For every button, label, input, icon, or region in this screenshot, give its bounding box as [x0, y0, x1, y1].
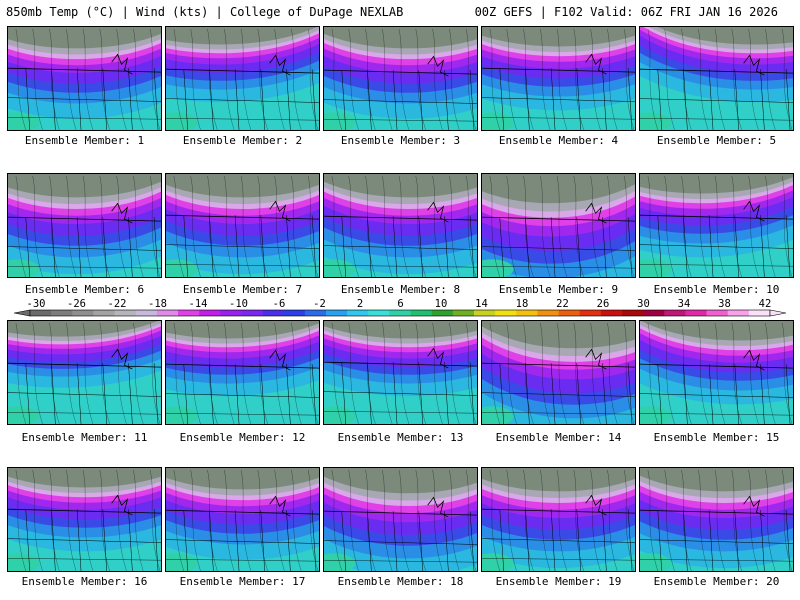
colorbar-swatch	[51, 310, 73, 316]
ensemble-member-map	[481, 173, 636, 278]
colorbar-swatch	[30, 310, 52, 316]
ensemble-member-map	[7, 320, 162, 425]
colorbar-swatch	[220, 310, 242, 316]
ensemble-member-label: Ensemble Member: 4	[498, 134, 619, 147]
ensemble-member-map	[165, 173, 320, 278]
ensemble-member-map	[481, 467, 636, 572]
colorbar-swatch	[431, 310, 454, 316]
colorbar-swatch	[283, 310, 306, 316]
ensemble-member-label: Ensemble Member: 8	[340, 283, 461, 296]
colorbar-swatch	[685, 310, 707, 316]
colorbar-tick-label: 38	[718, 298, 731, 310]
colorbar-tick-label: -22	[107, 298, 127, 310]
ensemble-member-label: Ensemble Member: 16	[21, 575, 148, 588]
colorbar-swatch	[262, 310, 285, 316]
colorbar-tick-label: 34	[677, 298, 691, 310]
colorbar-swatch	[114, 310, 137, 316]
ensemble-member-label: Ensemble Member: 2	[182, 134, 303, 147]
colorbar-swatch	[516, 310, 538, 316]
ensemble-member-map	[7, 26, 162, 131]
ensemble-member-map	[639, 26, 794, 131]
ensemble-member-map	[165, 26, 320, 131]
ensemble-member-map	[165, 467, 320, 572]
colorbar-swatch	[579, 310, 602, 316]
ensemble-member-label: Ensemble Member: 18	[337, 575, 464, 588]
colorbar-swatch	[347, 310, 369, 316]
ensemble-member-label: Ensemble Member: 12	[179, 431, 306, 444]
colorbar-swatch	[558, 310, 581, 316]
colorbar-swatch	[135, 310, 158, 316]
color-scale-bar	[13, 309, 787, 317]
colorbar-tick-label: 18	[515, 298, 529, 310]
colorbar-tick-label: 26	[596, 298, 610, 310]
ensemble-member-map	[7, 173, 162, 278]
colorbar-swatch	[643, 310, 665, 316]
colorbar-swatch	[495, 310, 517, 316]
ensemble-member-label: Ensemble Member: 17	[179, 575, 306, 588]
ensemble-member-label: Ensemble Member: 7	[182, 283, 303, 296]
ensemble-member-map	[165, 320, 320, 425]
ensemble-member-label: Ensemble Member: 13	[337, 431, 464, 444]
ensemble-member-label: Ensemble Member: 14	[495, 431, 622, 444]
ensemble-member-label: Ensemble Member: 10	[653, 283, 780, 296]
ensemble-member-label: Ensemble Member: 5	[656, 134, 777, 147]
ensemble-member-map	[323, 26, 478, 131]
colorbar-swatch	[727, 310, 750, 316]
ensemble-member-label: Ensemble Member: 20	[653, 575, 780, 588]
colorbar-tick-label: -26	[67, 298, 86, 310]
ensemble-member-label: Ensemble Member: 11	[21, 431, 148, 444]
colorbar-tick-label: -6	[272, 298, 286, 310]
ensemble-member-label: Ensemble Member: 15	[653, 431, 780, 444]
colorbar-swatch	[93, 310, 115, 316]
colorbar-swatch	[304, 310, 327, 316]
colorbar-left-arrow	[13, 309, 31, 317]
colorbar-swatch	[474, 310, 496, 316]
ensemble-member-map	[323, 320, 478, 425]
ensemble-member-map	[323, 467, 478, 572]
ensemble-member-label: Ensemble Member: 1	[24, 134, 145, 147]
colorbar-tick-label: 10	[434, 298, 448, 310]
ensemble-member-map	[639, 320, 794, 425]
colorbar-tick-label: 42	[758, 298, 772, 310]
colorbar-tick-label: -18	[148, 298, 167, 310]
colorbar-tick-label: -30	[26, 298, 46, 310]
colorbar-tick-label: 2	[356, 298, 364, 310]
colorbar-right-arrow	[769, 309, 787, 317]
colorbar-tick-label: -14	[188, 298, 208, 310]
ensemble-member-map	[639, 173, 794, 278]
colorbar-swatch	[748, 310, 771, 316]
colorbar-tick-label: 6	[397, 298, 404, 310]
colorbar-tick-label: -10	[229, 298, 248, 310]
colorbar-tick-label: 30	[637, 298, 650, 310]
ensemble-member-label: Ensemble Member: 3	[340, 134, 461, 147]
ensemble-member-label: Ensemble Member: 19	[495, 575, 622, 588]
colorbar-swatch	[368, 310, 390, 316]
colorbar-swatch	[537, 310, 559, 316]
ensemble-member-map	[639, 467, 794, 572]
colorbar-swatch	[452, 310, 475, 316]
colorbar-swatch	[72, 310, 94, 316]
colorbar-swatch	[389, 310, 411, 316]
valid-time: 00Z GEFS | F102 Valid: 06Z FRI JAN 16 20…	[474, 5, 778, 19]
ensemble-member-label: Ensemble Member: 9	[498, 283, 619, 296]
colorbar-swatch	[241, 310, 263, 316]
ensemble-member-label: Ensemble Member: 6	[24, 283, 145, 296]
colorbar-swatch	[706, 310, 729, 316]
ensemble-member-map	[481, 320, 636, 425]
colorbar-swatch	[622, 310, 644, 316]
ensemble-member-map	[323, 173, 478, 278]
colorbar-swatch	[199, 310, 221, 316]
ensemble-member-map	[7, 467, 162, 572]
colorbar-swatch	[156, 310, 179, 316]
product-title: 850mb Temp (°C) | Wind (kts) | College o…	[6, 5, 404, 19]
colorbar-tick-label: -2	[313, 298, 326, 310]
colorbar-swatch	[664, 310, 686, 316]
colorbar-swatch	[600, 310, 623, 316]
colorbar-tick-label: 22	[556, 298, 569, 310]
colorbar-tick-label: 14	[475, 298, 488, 310]
colorbar-swatch	[178, 310, 200, 316]
colorbar-swatch	[410, 310, 433, 316]
colorbar-swatch	[326, 310, 348, 316]
ensemble-member-map	[481, 26, 636, 131]
